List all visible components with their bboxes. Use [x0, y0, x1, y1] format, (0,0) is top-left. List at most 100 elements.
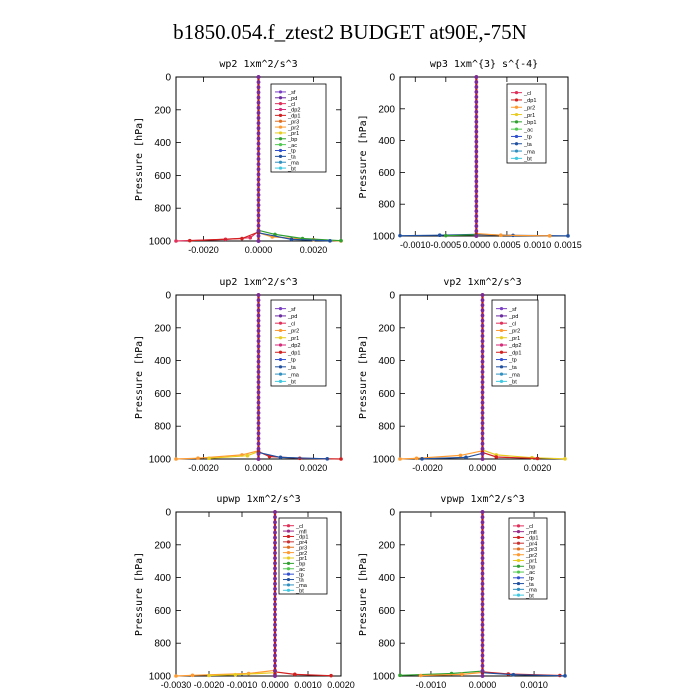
- profile-marker: [474, 194, 479, 199]
- legend-marker: [278, 143, 283, 147]
- legend-label: _pr1: [295, 556, 307, 562]
- data-point: [328, 239, 332, 243]
- y-tick-label: 200: [378, 540, 395, 551]
- profile-marker: [480, 395, 485, 400]
- legend-label: _bp: [287, 137, 297, 143]
- profile-marker: [256, 344, 261, 349]
- y-tick-label: 0: [165, 73, 171, 84]
- profile-marker: [480, 622, 485, 627]
- legend-label: _dp1: [525, 536, 538, 542]
- legend-marker: [278, 307, 283, 311]
- profile-marker: [480, 592, 485, 596]
- profile-marker: [256, 203, 261, 208]
- legend-label: _pr1: [523, 113, 535, 119]
- y-tick-label: 600: [378, 168, 395, 179]
- x-tick-label: -0.0020: [412, 463, 443, 473]
- profile-marker: [480, 561, 485, 566]
- legend-marker: [278, 357, 283, 362]
- legend-label: _bp1: [523, 120, 536, 126]
- profile-marker: [480, 410, 485, 415]
- chart-panel-1: wp3 1xm^{3} s^{-4} Pressure [hPa] 0 200 400 6…: [358, 59, 582, 250]
- x-tick-label: -0.0030: [161, 680, 192, 690]
- profile-marker: [480, 627, 485, 632]
- profile-marker: [480, 416, 485, 420]
- legend-marker: [278, 113, 283, 117]
- profile-marker: [256, 126, 261, 131]
- chart-title: upwp 1xm^2/s^3: [216, 494, 300, 505]
- legend-marker: [286, 524, 291, 528]
- legend-marker: [499, 321, 504, 325]
- profile-marker: [256, 400, 261, 405]
- series-line-ta: [421, 295, 484, 460]
- legend-label: _bt: [287, 380, 296, 386]
- legend-marker: [278, 166, 283, 170]
- chart-title: vpwp 1xm^2/s^3: [440, 494, 524, 505]
- profile-marker: [480, 421, 485, 426]
- profile-marker: [480, 602, 485, 607]
- legend-marker: [516, 558, 521, 563]
- profile-marker: [256, 446, 261, 451]
- legend-marker: [514, 105, 519, 109]
- legend-label: _pr4: [295, 540, 307, 546]
- profile-marker: [273, 540, 277, 545]
- profile-marker: [480, 617, 485, 622]
- legend-label: _ta: [295, 578, 305, 584]
- legend-marker: [516, 535, 521, 540]
- profile-marker: [256, 95, 261, 100]
- legend-label: _dp2: [287, 343, 300, 349]
- profile-marker: [256, 157, 261, 161]
- profile-marker: [256, 223, 261, 228]
- profile-marker: [273, 627, 277, 632]
- profile-marker: [480, 510, 485, 514]
- profile-marker: [256, 375, 261, 379]
- profile-marker: [256, 239, 261, 243]
- x-tick-label: 0.0000: [469, 680, 497, 690]
- legend-label: _dp2: [508, 343, 521, 349]
- y-tick-label: 400: [154, 573, 171, 584]
- data-point: [245, 453, 250, 458]
- legend-box: [270, 299, 327, 387]
- profile-marker: [256, 141, 261, 146]
- profile-marker: [480, 334, 485, 338]
- profile-marker: [273, 530, 277, 535]
- profile-marker: [256, 334, 261, 338]
- profile-marker: [256, 451, 261, 456]
- profile-marker: [480, 293, 485, 297]
- profile-marker: [480, 328, 485, 333]
- x-tick-label: -0.0010: [400, 240, 431, 250]
- profile-marker: [480, 530, 485, 535]
- legend-marker: [278, 350, 283, 354]
- profile-marker: [474, 224, 479, 228]
- profile-marker: [273, 643, 277, 648]
- profile-marker: [256, 213, 261, 218]
- legend-label: _bt: [523, 157, 532, 163]
- legend-label: _ma: [287, 160, 300, 166]
- profile-marker: [256, 85, 261, 90]
- y-tick-label: 1000: [373, 672, 396, 683]
- profile-marker: [256, 457, 261, 461]
- x-tick-label: -0.0020: [188, 463, 219, 473]
- legend-marker: [278, 107, 283, 112]
- legend-marker: [278, 125, 283, 129]
- legend-marker: [278, 102, 283, 106]
- profile-marker: [480, 520, 485, 525]
- x-tick-label: 0.0000: [463, 240, 491, 250]
- profile-marker: [474, 94, 479, 99]
- y-axis-label: Pressure [hPa]: [358, 335, 369, 419]
- series-line-bp1: [445, 77, 477, 237]
- chart-panel-2: up2 1xm^2/s^3 Pressure [hPa] 0 200 400 600 800…: [134, 277, 343, 473]
- legend-label: _pr2: [508, 329, 520, 335]
- profile-marker: [474, 164, 479, 169]
- legend-label: _cl: [287, 321, 295, 327]
- profile-marker: [256, 308, 261, 313]
- legend-label: _dp1: [523, 98, 536, 104]
- data-point: [289, 237, 294, 242]
- data-point: [494, 455, 499, 459]
- data-point: [464, 455, 468, 460]
- profile-marker: [474, 219, 479, 223]
- legend-box: [506, 83, 547, 164]
- profile-marker: [474, 154, 479, 159]
- data-point: [563, 457, 567, 461]
- profile-marker: [474, 174, 479, 179]
- profile-marker: [480, 607, 485, 612]
